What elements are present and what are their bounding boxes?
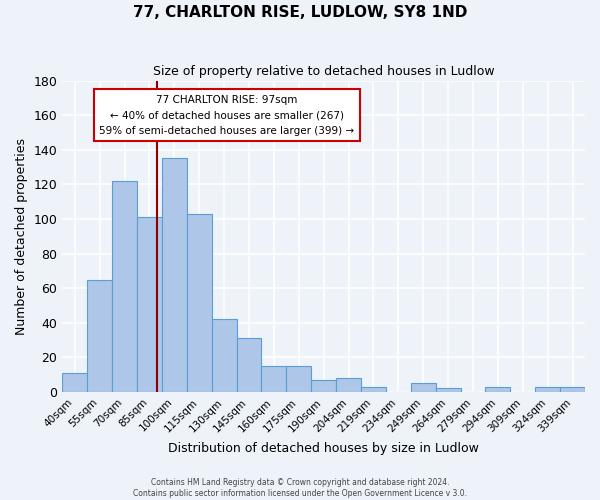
X-axis label: Distribution of detached houses by size in Ludlow: Distribution of detached houses by size …	[168, 442, 479, 455]
Bar	[311, 380, 336, 392]
Text: 77 CHARLTON RISE: 97sqm
← 40% of detached houses are smaller (267)
59% of semi-d: 77 CHARLTON RISE: 97sqm ← 40% of detache…	[100, 94, 355, 136]
Bar	[286, 366, 311, 392]
Bar	[162, 158, 187, 392]
Title: Size of property relative to detached houses in Ludlow: Size of property relative to detached ho…	[153, 65, 494, 78]
Bar	[411, 384, 436, 392]
Bar	[236, 338, 262, 392]
Bar	[336, 378, 361, 392]
Bar	[361, 387, 386, 392]
Bar	[212, 320, 236, 392]
Bar	[485, 387, 511, 392]
Y-axis label: Number of detached properties: Number of detached properties	[15, 138, 28, 335]
Bar	[436, 388, 461, 392]
Bar	[262, 366, 286, 392]
Bar	[187, 214, 212, 392]
Bar	[112, 181, 137, 392]
Bar	[535, 387, 560, 392]
Text: Contains HM Land Registry data © Crown copyright and database right 2024.
Contai: Contains HM Land Registry data © Crown c…	[133, 478, 467, 498]
Bar	[560, 387, 585, 392]
Bar	[137, 217, 162, 392]
Bar	[62, 373, 87, 392]
Bar	[87, 280, 112, 392]
Text: 77, CHARLTON RISE, LUDLOW, SY8 1ND: 77, CHARLTON RISE, LUDLOW, SY8 1ND	[133, 5, 467, 20]
